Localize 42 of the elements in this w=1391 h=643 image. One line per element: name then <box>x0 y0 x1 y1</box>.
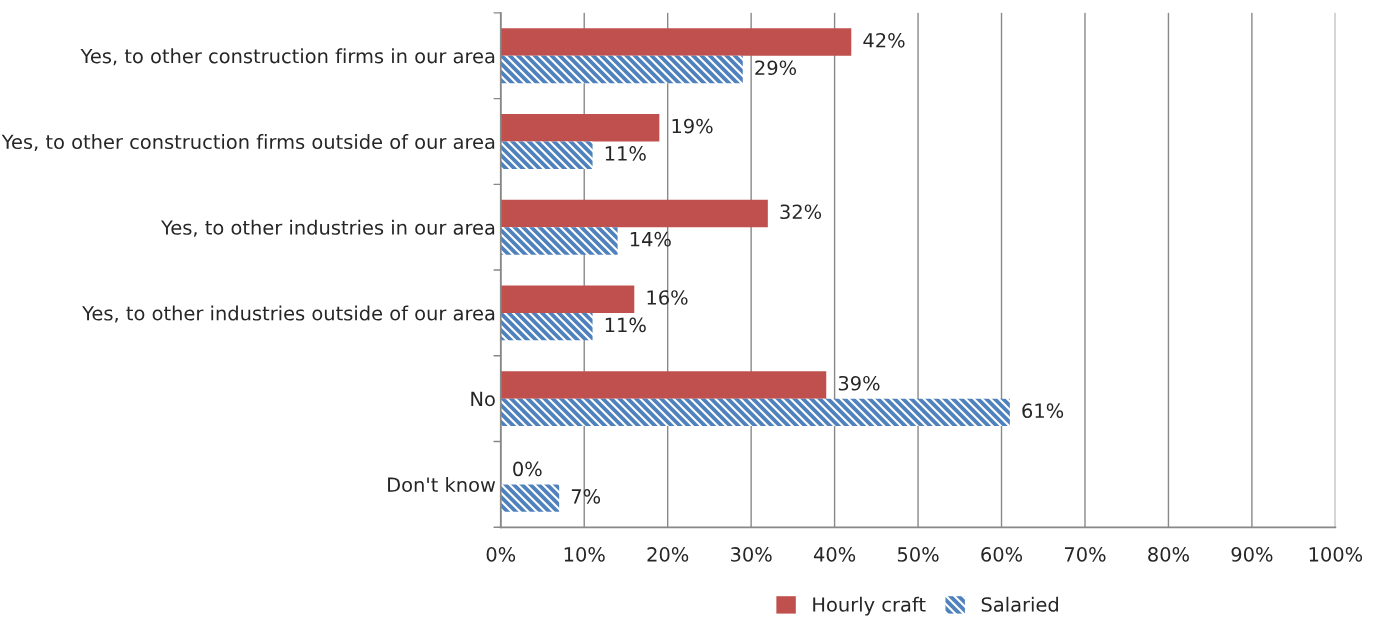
bar <box>500 312 593 341</box>
data-label: 61% <box>1022 403 1064 419</box>
data-label: 29% <box>755 60 797 76</box>
data-label: 0% <box>513 461 542 477</box>
data-label: 11% <box>605 317 646 333</box>
bar <box>500 371 827 399</box>
x-tick-label: 60% <box>981 547 1023 562</box>
data-label: 19% <box>672 118 713 134</box>
bar <box>500 199 768 228</box>
legend-label: Hourly craft <box>813 596 926 616</box>
y-tick-label: Yes, to other industries in our area <box>160 219 495 237</box>
data-label: 16% <box>647 290 688 305</box>
y-tick-label: Yes, to other industries outside of our area <box>82 305 495 323</box>
x-tick-label: 100% <box>1309 547 1363 562</box>
y-tick-label: Yes, to other construction firms in our area <box>80 48 495 66</box>
bar <box>500 114 660 142</box>
x-tick-label: 70% <box>1064 547 1106 562</box>
data-label: 14% <box>630 231 671 247</box>
data-label: 32% <box>780 204 822 220</box>
data-label: 11% <box>605 146 646 161</box>
data-label: 39% <box>838 375 880 391</box>
bar <box>500 28 852 56</box>
x-tick-label: 20% <box>647 547 689 562</box>
bar <box>500 285 635 313</box>
x-tick-label: 0% <box>486 547 516 562</box>
x-tick-label: 10% <box>564 547 605 562</box>
legend-label: Salaried <box>981 596 1058 612</box>
y-tick-label: Don't know <box>388 477 496 493</box>
x-tick-label: 90% <box>1231 547 1273 562</box>
x-tick-label: 30% <box>731 547 772 562</box>
data-label: 7% <box>571 489 601 504</box>
bar <box>500 484 560 512</box>
x-tick-label: 40% <box>813 547 856 562</box>
y-tick-label: Yes, to other construction firms outside of our area <box>1 134 495 152</box>
bar <box>500 227 618 255</box>
bar <box>500 398 1010 427</box>
x-tick-label: 50% <box>897 547 939 562</box>
bar <box>500 55 743 84</box>
bar <box>500 141 593 169</box>
x-tick-label: 80% <box>1148 547 1189 562</box>
data-label: 42% <box>863 32 905 48</box>
y-tick-label: No <box>471 391 495 407</box>
